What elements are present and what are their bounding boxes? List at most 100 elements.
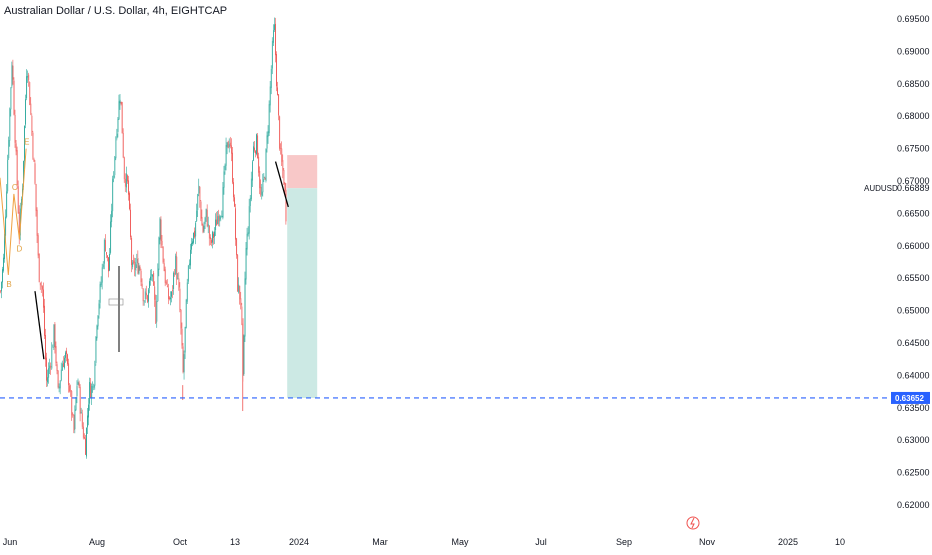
flash-icon[interactable] — [686, 516, 700, 530]
candle — [0, 290, 1, 294]
candle — [243, 334, 245, 376]
candle-body — [108, 257, 109, 272]
y-tick-label: 0.68500 — [897, 79, 930, 89]
candle — [202, 223, 204, 234]
candle-body — [255, 151, 256, 154]
candle — [245, 241, 247, 285]
candle — [144, 288, 146, 303]
candle-body — [105, 240, 106, 252]
candle-body — [198, 185, 200, 194]
candle — [128, 175, 129, 201]
y-tick-label: 0.64500 — [897, 338, 930, 348]
candle — [255, 149, 256, 158]
candle — [51, 342, 53, 370]
candle-body — [241, 306, 243, 319]
candle — [210, 234, 211, 246]
candle — [229, 136, 231, 149]
candle-body — [90, 382, 92, 398]
candle — [32, 130, 34, 160]
candle — [150, 269, 151, 286]
candle-body — [206, 209, 208, 227]
y-tick-label: 0.68000 — [897, 111, 930, 121]
candle — [89, 377, 91, 411]
candle-body — [13, 80, 15, 115]
candle — [76, 380, 78, 404]
candle-body — [259, 170, 261, 189]
current-price-label: 0.66889 — [897, 183, 930, 193]
candle-body — [195, 223, 197, 237]
candle-body — [237, 254, 239, 292]
candle-body — [71, 391, 73, 416]
candle — [198, 178, 200, 197]
candle — [197, 193, 199, 217]
candle-body — [191, 243, 192, 250]
candle-body — [249, 197, 251, 207]
candle-body — [124, 178, 126, 187]
candle-body — [213, 233, 214, 238]
candle — [143, 300, 145, 306]
candle — [220, 215, 222, 222]
candle — [166, 279, 168, 288]
candle-body — [134, 262, 136, 270]
candle-body — [173, 272, 175, 289]
candle-body — [94, 364, 96, 386]
candle-body — [6, 191, 8, 217]
candle-body — [68, 363, 70, 386]
candle — [201, 209, 203, 226]
candle — [257, 133, 259, 159]
candle-body — [89, 382, 91, 404]
candle — [189, 259, 190, 269]
candle — [92, 381, 94, 393]
candle-body — [16, 150, 18, 186]
candle — [27, 70, 29, 83]
candle-body — [21, 198, 22, 211]
candle-body — [204, 217, 206, 225]
take-profit-zone — [287, 188, 318, 398]
candle — [233, 177, 234, 202]
y-tick-label: 0.63500 — [897, 403, 930, 413]
y-tick-label: 0.66000 — [897, 241, 930, 251]
candle-body — [171, 291, 172, 297]
candle — [114, 155, 116, 179]
candle — [237, 253, 239, 292]
candle — [256, 133, 257, 156]
candle — [265, 148, 267, 183]
candle — [16, 146, 18, 189]
candle — [231, 138, 232, 162]
candle — [108, 257, 109, 278]
candle-body — [17, 186, 19, 213]
candle-body — [268, 104, 270, 134]
candle — [285, 183, 287, 225]
candle — [131, 235, 133, 273]
candle-body — [246, 233, 248, 250]
candle-body — [144, 291, 146, 299]
y-tick-label: 0.64000 — [897, 370, 930, 380]
candle-body — [151, 274, 152, 276]
candle-body — [207, 224, 209, 227]
candle — [84, 433, 85, 440]
candle-body — [265, 149, 267, 181]
candle-body — [81, 413, 83, 427]
candle-body — [267, 131, 269, 137]
candle — [241, 302, 243, 326]
candle-body — [236, 238, 238, 256]
candle-body — [254, 147, 255, 151]
candle-body — [184, 326, 186, 353]
candle-body — [118, 101, 120, 120]
candle — [224, 163, 226, 175]
candle — [7, 154, 9, 194]
candle-body — [107, 255, 108, 258]
candle — [276, 51, 277, 92]
candle — [122, 128, 124, 159]
candle-body — [80, 412, 82, 414]
candle — [264, 176, 266, 180]
candle — [252, 160, 253, 187]
candle — [3, 253, 4, 273]
candle — [284, 182, 286, 193]
candle — [169, 296, 170, 301]
candle — [196, 203, 198, 223]
candle-body — [133, 260, 135, 263]
candle-body — [140, 270, 142, 283]
candle — [271, 37, 273, 75]
